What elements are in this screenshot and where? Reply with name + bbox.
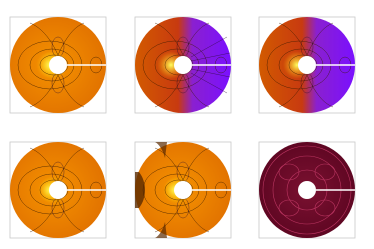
panel (135, 142, 231, 238)
panel (259, 142, 355, 238)
panel (10, 142, 106, 238)
panel (259, 17, 355, 113)
panel (135, 17, 231, 113)
panel (10, 17, 106, 113)
